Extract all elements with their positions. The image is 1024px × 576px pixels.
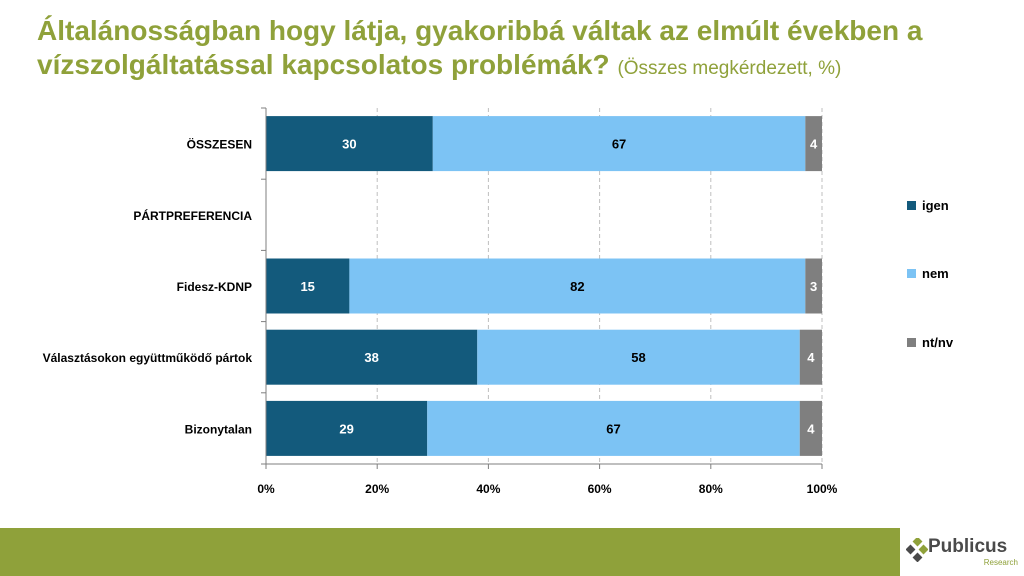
category-label: PÁRTPREFERENCIA [133, 208, 252, 223]
bar-nt-nv [799, 329, 822, 385]
x-tick-label: 40% [476, 482, 500, 496]
data-label: 30 [342, 137, 356, 152]
bar-nt-nv [805, 258, 822, 314]
legend-swatch [907, 269, 916, 278]
bar-nem [349, 258, 806, 314]
stacked-bar-chart: 30 67 4 ÖSSZESEN PÁRTPREFERENCIA 15 82 3 Fidesz-… [43, 107, 954, 496]
x-tick-label: 20% [365, 482, 389, 496]
legend-swatch [907, 338, 916, 347]
data-label: 67 [612, 137, 626, 152]
title-main: Általánosságban hogy látja, gyakoribbá v… [37, 15, 923, 80]
legend-swatch [907, 201, 916, 210]
data-label: 58 [631, 350, 645, 365]
x-tick-label: 80% [699, 482, 723, 496]
bar-igen [266, 258, 350, 314]
data-label: 4 [807, 421, 815, 436]
category-label: Választásokon együttműködő pártok [43, 351, 253, 365]
publicus-logo-icon [906, 538, 928, 562]
brand-tagline: Research [983, 558, 1018, 567]
data-label: 38 [364, 350, 378, 365]
page-title: Általánosságban hogy látja, gyakoribbá v… [37, 14, 1007, 86]
bar-nt-nv [799, 400, 822, 456]
bar-nem [432, 116, 806, 172]
data-label: 67 [606, 421, 620, 436]
brand-name: Publicus [928, 536, 1008, 557]
bar-igen [266, 329, 478, 385]
bar-nt-nv [805, 116, 822, 172]
footer-bar [0, 528, 1024, 576]
data-label: 29 [339, 421, 353, 436]
data-label: 4 [807, 350, 815, 365]
data-label: 82 [570, 279, 584, 294]
legend-label: igen [922, 198, 949, 213]
bar-igen [266, 400, 428, 456]
legend-label: nem [922, 266, 949, 281]
category-label: ÖSSZESEN [187, 137, 252, 152]
bar-igen [266, 116, 433, 172]
data-label: 15 [300, 279, 314, 294]
category-label: Bizonytalan [185, 422, 252, 436]
data-label: 3 [810, 279, 817, 294]
x-tick-label: 0% [257, 482, 275, 496]
legend-label: nt/nv [922, 335, 954, 350]
bar-nem [477, 329, 800, 385]
publicus-logo: Publicus Research [900, 528, 1024, 576]
category-label: Fidesz-KDNP [177, 280, 252, 294]
bar-nem [427, 400, 800, 456]
data-label: 4 [810, 137, 818, 152]
x-tick-label: 100% [807, 482, 838, 496]
x-tick-label: 60% [588, 482, 612, 496]
title-subtitle: (Összes megkérdezett, %) [617, 58, 842, 79]
